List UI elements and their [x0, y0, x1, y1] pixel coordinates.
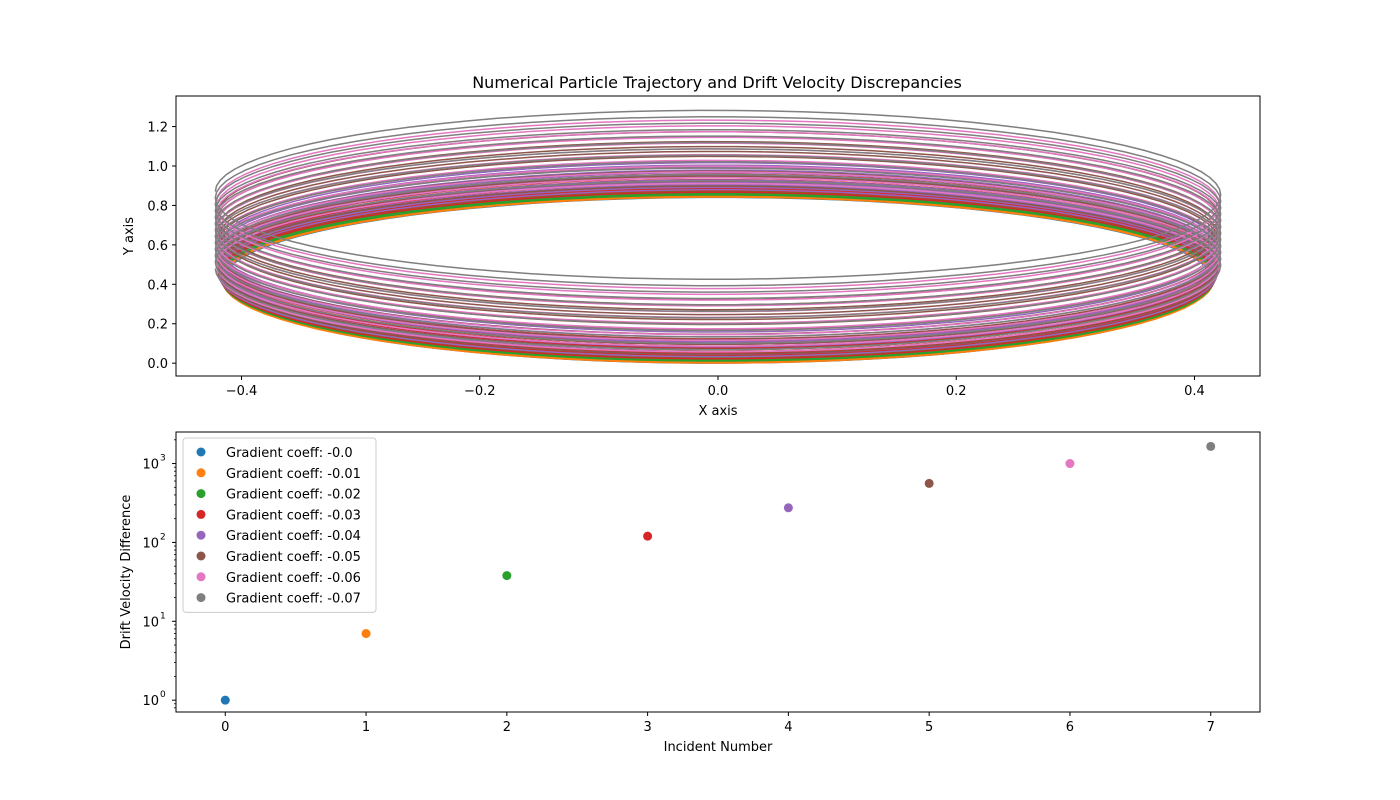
drift-velocity-point-0 — [220, 695, 230, 705]
legend-marker-6 — [196, 572, 206, 582]
trajectory-x-tick-label: 0.4 — [1184, 384, 1205, 399]
drift-velocity-x-ticks: 0 1 2 3 4 5 6 7 — [221, 712, 1215, 735]
drift-velocity-y-tick-label: 10 — [142, 536, 159, 551]
drift-velocity-point-2 — [502, 571, 512, 581]
trajectory-y-tick-label: 0.6 — [147, 239, 168, 254]
legend-label-5: Gradient coeff: -0.05 — [226, 550, 361, 565]
drift-velocity-points — [220, 441, 1216, 705]
drift-velocity-y-tick-label: 10 — [142, 615, 159, 630]
drift-velocity-y-tick-exponent: 2 — [160, 532, 166, 542]
drift-velocity-point-7 — [1206, 441, 1216, 451]
drift-velocity-point-5 — [924, 478, 934, 488]
legend-marker-5 — [196, 551, 206, 561]
legend-label-4: Gradient coeff: -0.04 — [226, 529, 361, 544]
drift-velocity-x-tick-label: 6 — [1066, 720, 1074, 735]
legend-marker-0 — [196, 447, 206, 457]
legend-marker-1 — [196, 468, 206, 478]
legend-label-7: Gradient coeff: -0.07 — [226, 592, 361, 607]
drift-velocity-x-tick-label: 1 — [362, 720, 370, 735]
drift-velocity-x-tick-label: 2 — [503, 720, 511, 735]
drift-velocity-x-tick-label: 0 — [221, 720, 229, 735]
drift-velocity-point-4 — [783, 503, 793, 513]
drift-velocity-y-tick-exponent: 0 — [160, 690, 166, 700]
trajectory-y-tick-label: 1.2 — [147, 121, 168, 136]
drift-velocity-y-tick-label: 10 — [142, 458, 159, 473]
legend-marker-4 — [196, 530, 206, 540]
trajectory-chart: Numerical Particle Trajectory and Drift … — [122, 73, 1261, 419]
legend-marker-7 — [196, 593, 206, 603]
drift-velocity-point-1 — [361, 629, 371, 639]
trajectory-y-ticks: 0.0 0.2 0.4 0.6 0.8 1.0 1.2 — [147, 121, 176, 372]
trajectory-x-tick-label: 0.0 — [708, 384, 729, 399]
trajectory-y-tick-label: 1.0 — [147, 160, 168, 175]
drift-velocity-y-axis-label: Drift Velocity Difference — [119, 495, 134, 650]
trajectory-y-tick-label: 0.4 — [147, 278, 168, 293]
drift-velocity-x-tick-label: 3 — [643, 720, 651, 735]
trajectory-y-tick-label: 0.2 — [147, 318, 168, 333]
trajectory-x-tick-label: −0.4 — [226, 384, 258, 399]
legend-marker-2 — [196, 489, 206, 499]
drift-velocity-legend: Gradient coeff: -0.0 Gradient coeff: -0.0… — [182, 437, 377, 613]
legend-label-1: Gradient coeff: -0.01 — [226, 467, 361, 482]
trajectory-series-7 — [214, 109, 1222, 351]
trajectory-x-axis-label: X axis — [698, 404, 737, 419]
drift-velocity-x-axis-label: Incident Number — [664, 740, 773, 755]
trajectory-x-ticks: −0.4 −0.2 0.0 0.2 0.4 — [226, 376, 1205, 399]
trajectory-lines — [214, 109, 1222, 364]
legend-label-0: Gradient coeff: -0.0 — [226, 446, 353, 461]
trajectory-y-tick-label: 0.0 — [147, 357, 168, 372]
trajectory-x-tick-label: 0.2 — [946, 384, 967, 399]
trajectory-y-tick-label: 0.8 — [147, 199, 168, 214]
drift-velocity-y-tick-label: 10 — [142, 694, 159, 709]
drift-velocity-y-tick-exponent: 3 — [160, 454, 166, 464]
legend-label-2: Gradient coeff: -0.02 — [226, 488, 361, 503]
drift-velocity-y-tick-exponent: 1 — [160, 611, 166, 621]
drift-velocity-x-tick-label: 4 — [784, 720, 792, 735]
drift-velocity-x-tick-label: 5 — [925, 720, 933, 735]
trajectory-chart-title: Numerical Particle Trajectory and Drift … — [472, 73, 962, 92]
drift-velocity-point-6 — [1065, 459, 1075, 469]
drift-velocity-x-tick-label: 7 — [1207, 720, 1215, 735]
legend-marker-3 — [196, 509, 206, 519]
trajectory-y-axis-label: Y axis — [122, 217, 137, 256]
trajectory-x-tick-label: −0.2 — [464, 384, 496, 399]
drift-velocity-plot-frame — [175, 431, 1261, 713]
legend-box — [182, 437, 377, 613]
legend-label-3: Gradient coeff: -0.03 — [226, 508, 361, 523]
legend-label-6: Gradient coeff: -0.06 — [226, 571, 361, 586]
drift-velocity-point-3 — [643, 531, 653, 541]
